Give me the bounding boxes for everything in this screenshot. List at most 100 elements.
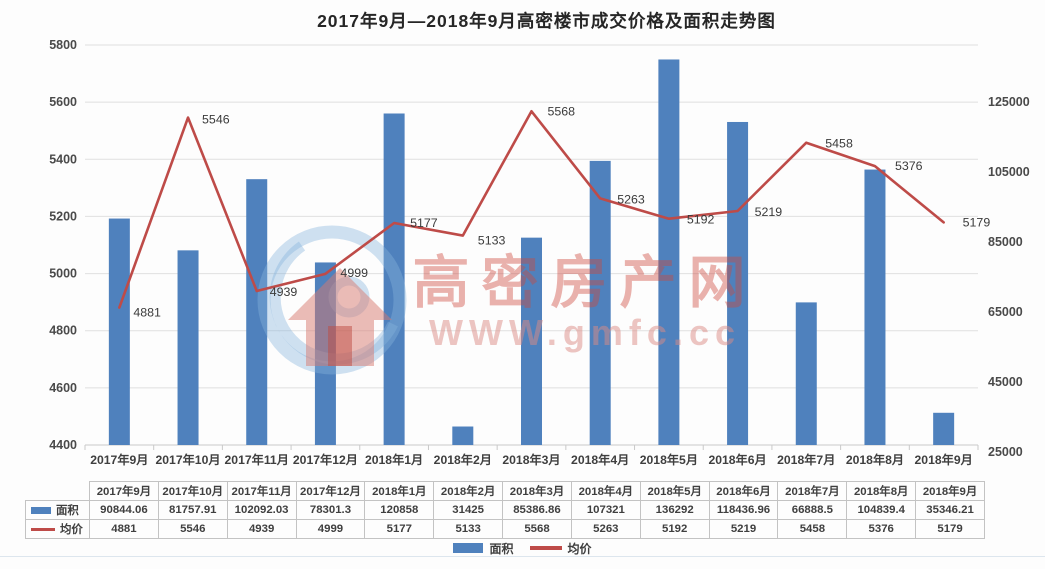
legend-item-price: 均价 <box>529 540 592 557</box>
table-cell: 81757.91 <box>157 500 228 520</box>
right-axis-label: 105000 <box>988 165 1030 179</box>
left-axis-labels: 5800 5600 5400 5200 5000 4800 4600 4400 <box>49 38 77 452</box>
x-axis-label: 2018年7月 <box>777 452 835 467</box>
x-axis-label: 2018年6月 <box>708 452 766 467</box>
price-point-label: 4939 <box>270 285 298 299</box>
watermark-house-shape <box>288 268 392 366</box>
left-axis-label: 4800 <box>49 324 77 338</box>
table-cell: 5133 <box>433 519 504 539</box>
x-axis-labels: 2017年9月 2017年10月 2017年11月 2017年12月 2018年1月 20… <box>90 452 973 467</box>
table-row-label: 面积 <box>25 500 90 520</box>
table-corner-cell <box>26 482 90 501</box>
table-cell: 5376 <box>846 519 917 539</box>
table-header-cell: 2017年10月 <box>157 481 228 501</box>
table-cell: 5177 <box>364 519 435 539</box>
price-point-label: 5263 <box>617 192 645 206</box>
table-cell: 136292 <box>639 500 710 520</box>
area-bar-swatch-icon <box>31 506 51 514</box>
x-axis-label: 2018年5月 <box>640 452 698 467</box>
x-axis-label: 2018年9月 <box>915 452 973 467</box>
watermark-brand-text: 高密房产网 <box>413 251 758 315</box>
left-axis-label: 4400 <box>49 438 77 452</box>
table-header-cell: 2018年1月 <box>364 481 435 501</box>
watermark-site-text: WWW.gmfc.cc <box>429 312 741 353</box>
table-header-cell: 2018年4月 <box>570 481 641 501</box>
x-axis-label: 2018年2月 <box>434 452 492 467</box>
table-header-cell: 2018年8月 <box>846 481 917 501</box>
table-header-cell: 2017年11月 <box>226 481 297 501</box>
price-point-label: 5546 <box>202 113 230 127</box>
bottom-divider <box>0 556 1045 557</box>
price-point-label: 5192 <box>687 213 715 227</box>
area-bar <box>177 250 199 445</box>
price-point-label: 4881 <box>133 306 161 320</box>
legend-price-label: 均价 <box>567 541 592 556</box>
left-axis-label: 5600 <box>49 95 77 109</box>
table-cell: 102092.03 <box>226 500 297 520</box>
right-axis-label: 85000 <box>988 235 1023 249</box>
area-bar-swatch-icon <box>453 543 484 553</box>
table-cell: 4939 <box>226 519 297 539</box>
price-point-label: 5133 <box>478 234 506 248</box>
table-cell: 5546 <box>157 519 228 539</box>
table-cell: 107321 <box>570 500 641 520</box>
area-bar <box>108 218 130 445</box>
table-cell: 5192 <box>639 519 710 539</box>
right-axis-label: 125000 <box>988 95 1030 109</box>
x-axis-ticks <box>84 445 979 450</box>
table-cell: 66888.5 <box>777 500 848 520</box>
x-axis-label: 2018年3月 <box>502 452 560 467</box>
area-bar <box>658 59 680 446</box>
series-name: 均价 <box>60 524 83 536</box>
table-header-cell: 2018年5月 <box>639 481 710 501</box>
price-point-label: 5376 <box>895 159 923 173</box>
area-bar <box>589 160 611 445</box>
table-cell: 5458 <box>777 519 848 539</box>
area-bar <box>521 237 542 445</box>
price-line-swatch-icon <box>31 527 55 531</box>
right-axis-label: 65000 <box>988 305 1023 319</box>
table-cell: 104839.4 <box>846 500 917 520</box>
area-bar <box>383 113 405 445</box>
table-cell: 118436.96 <box>708 500 779 520</box>
right-axis-label: 45000 <box>988 375 1023 389</box>
price-point-labels: 4881 5546 4939 4999 5177 5133 5568 5263 5192 5219… <box>133 104 990 319</box>
table-cell: 35346.21 <box>915 500 985 520</box>
x-axis-label: 2017年9月 <box>90 452 148 467</box>
table-cell: 4999 <box>295 519 366 539</box>
table-cell: 4881 <box>89 519 159 539</box>
table-cell: 5179 <box>915 519 985 539</box>
chart-legend: 面积 均价 <box>0 539 1045 557</box>
price-point-label: 5219 <box>755 205 783 219</box>
left-axis-label: 5800 <box>49 38 77 52</box>
x-axis-label: 2017年11月 <box>225 452 289 467</box>
table-row-label: 均价 <box>25 519 90 539</box>
left-axis-label: 5400 <box>49 152 77 166</box>
table-header-row: 2017年9月 2017年10月 2017年11月 2017年12月 2018年1月 20… <box>26 481 985 501</box>
combo-chart: 5800 5600 5400 5200 5000 4800 4600 4400 125000 10… <box>49 38 1030 467</box>
table-header-cell: 2017年12月 <box>295 481 366 501</box>
table-header-cell: 2018年9月 <box>915 481 985 501</box>
table-cell: 90844.06 <box>89 500 159 520</box>
price-line <box>118 109 945 309</box>
table-cell: 5219 <box>708 519 779 539</box>
table-cell: 78301.3 <box>295 500 366 520</box>
area-bar <box>933 412 955 445</box>
table-cell: 5568 <box>502 519 572 539</box>
price-point-label: 5568 <box>548 104 576 118</box>
table-header-cell: 2018年2月 <box>433 481 504 501</box>
table-header-cell: 2018年6月 <box>708 481 779 501</box>
table-cell: 85386.86 <box>502 500 572 520</box>
chart-title: 2017年9月—2018年9月高密楼市成交价格及面积走势图 <box>317 11 776 31</box>
right-axis-labels: 125000 105000 85000 65000 45000 25000 <box>988 95 1030 459</box>
table-cell: 5263 <box>570 519 641 539</box>
data-table: 2017年9月 2017年10月 2017年11月 2017年12月 2018年1月 20… <box>25 481 985 539</box>
table-cell: 31425 <box>433 500 504 520</box>
right-axis-label: 25000 <box>988 445 1023 459</box>
table-header-cell: 2017年9月 <box>89 481 159 501</box>
table-cell: 120858 <box>364 500 435 520</box>
area-bar <box>246 179 268 445</box>
price-point-label: 5458 <box>825 137 853 151</box>
